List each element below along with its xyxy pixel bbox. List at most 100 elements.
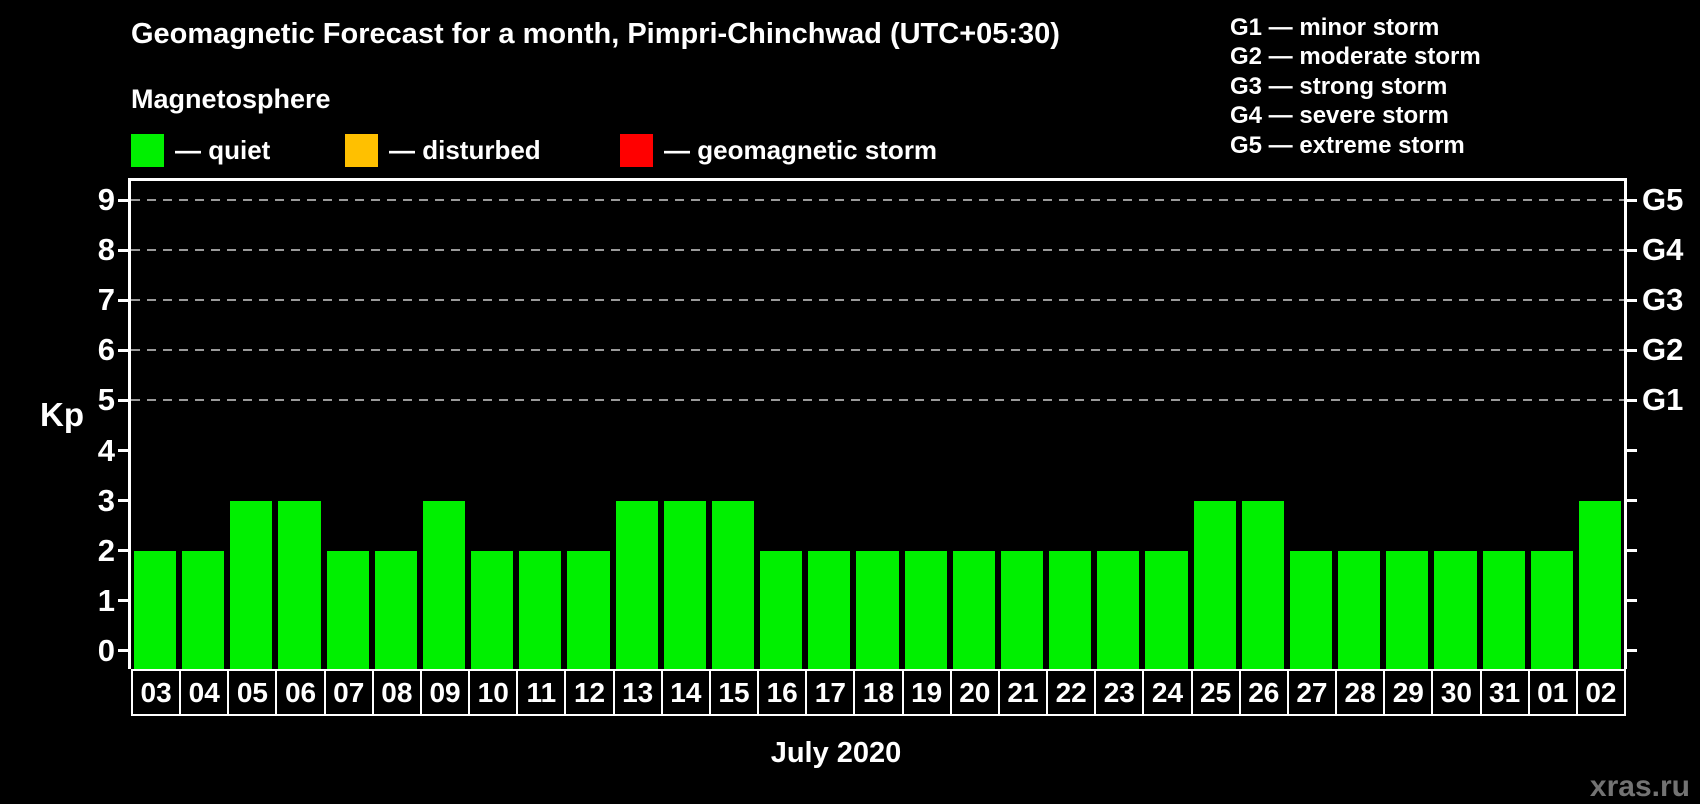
day-label-02: 02	[1575, 669, 1626, 716]
kp-bar-day-31	[1482, 550, 1525, 669]
y-tick-left	[118, 248, 128, 252]
day-label-04: 04	[179, 669, 230, 716]
g-scale-label-g1: G1	[1642, 382, 1684, 418]
g-scale-label-g4: G4	[1642, 232, 1684, 268]
kp-bar-day-23	[1097, 550, 1140, 669]
kp-bar-day-27	[1289, 550, 1333, 669]
day-label-13: 13	[612, 669, 663, 716]
x-axis-title: July 2020	[770, 737, 902, 769]
gridline-kp7	[131, 299, 1624, 302]
kp-bar-day-04	[182, 550, 225, 669]
y-tick-right	[1627, 248, 1637, 252]
day-label-25: 25	[1190, 669, 1241, 716]
y-tick-label: 4	[97, 432, 115, 468]
day-label-18: 18	[853, 669, 904, 716]
watermark: xras.ru	[1589, 770, 1690, 803]
g-scale-label-g2: G2	[1642, 332, 1684, 368]
kp-bar-day-25	[1193, 500, 1236, 669]
day-label-28: 28	[1335, 669, 1386, 716]
kp-bar-day-10	[471, 550, 514, 669]
day-label-29: 29	[1383, 669, 1434, 716]
gscale-line: G3 — strong storm	[1230, 72, 1448, 100]
kp-bar-day-01	[1530, 550, 1573, 669]
kp-bar-day-20	[952, 550, 995, 669]
y-tick-left	[118, 549, 128, 553]
storm-color-swatch	[620, 133, 653, 167]
day-label-23: 23	[1094, 669, 1145, 716]
day-label-15: 15	[708, 669, 760, 716]
day-label-09: 09	[419, 669, 471, 716]
kp-bar-day-30	[1434, 550, 1477, 669]
y-tick-label: 6	[97, 332, 115, 368]
y-tick-label: 5	[97, 382, 115, 418]
kp-bar-day-13	[615, 500, 658, 669]
kp-bar-day-16	[760, 550, 803, 669]
day-label-21: 21	[997, 669, 1049, 716]
kp-bar-day-03	[134, 550, 177, 669]
y-tick-right	[1627, 549, 1637, 553]
day-label-22: 22	[1046, 669, 1097, 716]
day-label-01: 01	[1527, 669, 1578, 716]
gscale-legend: G1 — minor storm G2 — moderate storm G3 — …	[1230, 13, 1481, 160]
kp-bar-day-06	[278, 500, 321, 669]
y-tick-label: 7	[97, 282, 115, 318]
y-tick-label: 0	[97, 632, 115, 668]
kp-bar-day-24	[1145, 550, 1188, 669]
day-label-11: 11	[516, 669, 567, 716]
day-label-08: 08	[371, 669, 422, 716]
y-tick-left	[118, 198, 128, 202]
kp-bar-day-05	[230, 500, 273, 669]
y-tick-left	[118, 499, 128, 503]
day-label-30: 30	[1431, 669, 1482, 716]
gscale-line: G4 — severe storm	[1230, 102, 1449, 130]
day-label-14: 14	[660, 669, 711, 716]
y-tick-left	[118, 449, 128, 453]
kp-bar-day-09	[422, 500, 466, 669]
day-label-26: 26	[1238, 669, 1289, 716]
legend-item-storm: — geomagnetic storm	[620, 133, 937, 167]
y-axis-title: Kp	[40, 396, 84, 433]
y-tick-label: 2	[97, 532, 115, 568]
kp-bar-day-11	[519, 550, 562, 669]
disturbed-color-swatch	[345, 133, 378, 167]
kp-bar-day-08	[374, 550, 417, 669]
kp-bar-day-29	[1386, 550, 1429, 669]
y-tick-label: 3	[97, 482, 115, 518]
y-tick-left	[118, 649, 128, 653]
y-tick-label: 8	[97, 232, 115, 268]
day-label-16: 16	[757, 669, 808, 716]
legend-item-quiet: — quiet	[131, 133, 270, 167]
y-tick-right	[1627, 449, 1637, 453]
gscale-line: G5 — extreme storm	[1230, 131, 1465, 159]
y-tick-right	[1627, 398, 1637, 402]
legend-item-label: — geomagnetic storm	[664, 134, 938, 165]
kp-bar-day-19	[904, 550, 947, 669]
gridline-kp6	[131, 349, 1624, 352]
g-scale-label-g3: G3	[1642, 282, 1684, 318]
day-label-19: 19	[901, 669, 952, 716]
quiet-color-swatch	[131, 133, 164, 167]
y-tick-left	[118, 348, 128, 352]
kp-bar-day-17	[808, 550, 851, 669]
day-label-24: 24	[1142, 669, 1193, 716]
legend-item-disturbed: — disturbed	[345, 133, 541, 167]
day-label-05: 05	[227, 669, 278, 716]
kp-bar-day-22	[1049, 550, 1092, 669]
day-label-31: 31	[1479, 669, 1530, 716]
kp-bar-day-26	[1241, 500, 1284, 669]
kp-bar-day-21	[1000, 550, 1044, 669]
y-tick-label: 9	[97, 182, 115, 218]
y-tick-right	[1627, 198, 1637, 202]
kp-bar-day-15	[711, 500, 755, 669]
y-tick-left	[118, 398, 128, 402]
day-label-12: 12	[564, 669, 615, 716]
legend-item-label: — disturbed	[389, 134, 541, 165]
day-label-03: 03	[131, 669, 182, 716]
day-label-27: 27	[1286, 669, 1338, 716]
y-tick-right	[1627, 348, 1637, 352]
y-tick-right	[1627, 298, 1637, 302]
day-label-20: 20	[949, 669, 1000, 716]
kp-bar-day-18	[856, 550, 899, 669]
y-tick-left	[118, 599, 128, 603]
kp-bar-day-14	[663, 500, 706, 669]
